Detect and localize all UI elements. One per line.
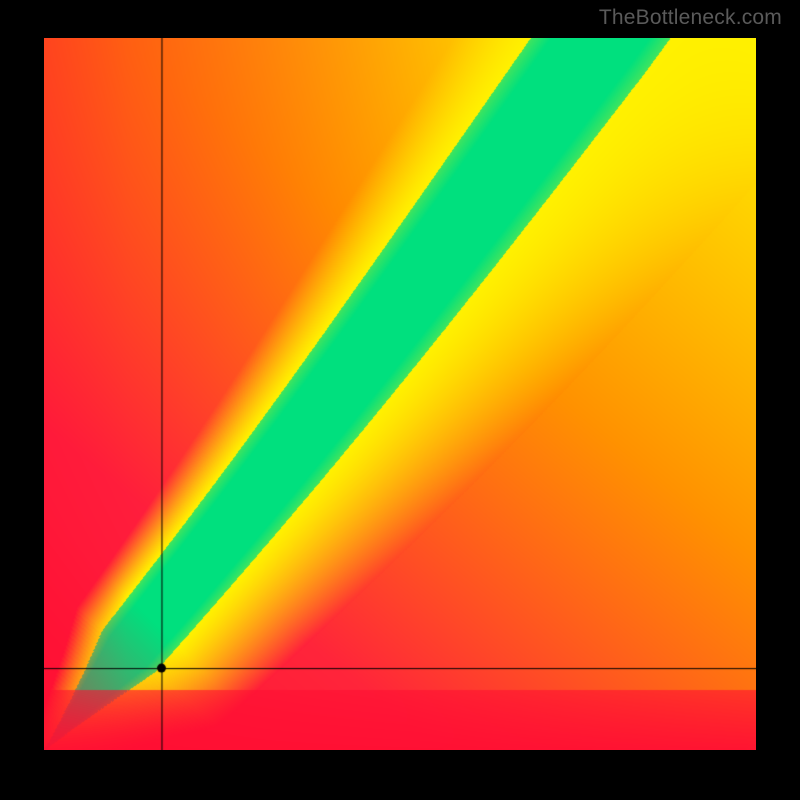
chart-container: TheBottleneck.com xyxy=(0,0,800,800)
heatmap-canvas xyxy=(44,38,756,750)
heatmap-plot-area xyxy=(44,38,756,750)
watermark-text: TheBottleneck.com xyxy=(599,6,782,30)
